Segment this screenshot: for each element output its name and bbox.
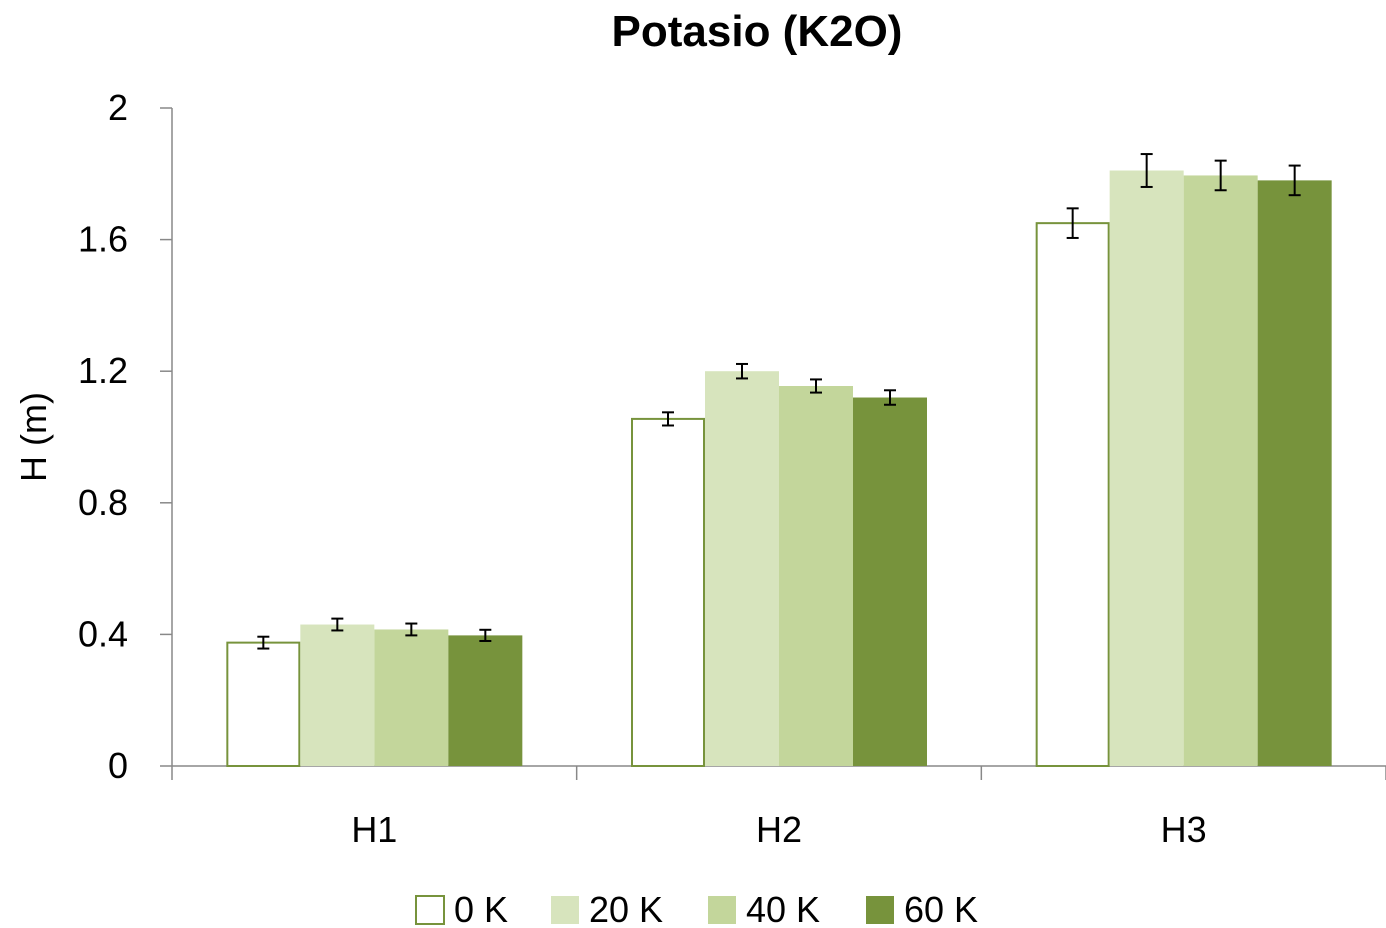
bar [1257, 180, 1332, 766]
legend-label: 0 K [454, 889, 508, 928]
legend: 0 K 20 K 40 K 60 K [415, 889, 978, 928]
chart-title: Potasio (K2O) [612, 7, 903, 56]
bar [853, 397, 927, 766]
bar [1109, 170, 1184, 766]
y-tick-label: 0 [108, 745, 128, 786]
bar [374, 629, 449, 766]
axes: 0 0.4 0.8 1.2 1.6 2 H1 H2 H3 [78, 87, 1386, 850]
y-tick-label: 1.6 [78, 219, 128, 260]
x-category-label: H1 [351, 809, 397, 850]
bars [226, 170, 1332, 767]
legend-label: 40 K [746, 889, 820, 928]
legend-swatch [551, 896, 579, 924]
y-tick-label: 2 [108, 87, 128, 128]
bar [1035, 222, 1110, 767]
bar [779, 386, 853, 766]
y-tick-label: 0.4 [78, 613, 128, 654]
x-category-label: H2 [756, 809, 802, 850]
bar [631, 417, 705, 767]
bar [1183, 175, 1258, 766]
bar [300, 624, 375, 766]
error-bars [257, 153, 1301, 650]
x-category-label: H3 [1161, 809, 1207, 850]
bar [448, 635, 523, 766]
legend-label: 20 K [589, 889, 663, 928]
bar [705, 371, 779, 766]
y-tick-label: 1.2 [78, 350, 128, 391]
legend-label: 60 K [904, 889, 978, 928]
y-tick-label: 0.8 [78, 482, 128, 523]
bar [226, 641, 301, 767]
legend-swatch [866, 896, 894, 924]
y-axis-label: H (m) [13, 392, 54, 482]
legend-swatch [708, 896, 736, 924]
legend-swatch [415, 895, 445, 925]
